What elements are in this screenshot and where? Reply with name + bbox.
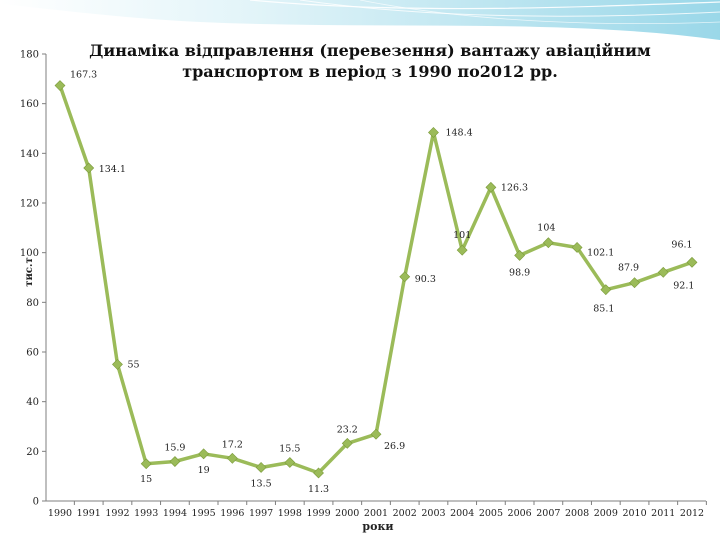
data-point-marker (255, 462, 267, 473)
data-point-marker (54, 80, 66, 91)
data-label: 23.2 (337, 424, 358, 435)
x-tick-label: 2012 (680, 508, 704, 519)
y-axis-label: тис.т (24, 257, 35, 286)
x-tick-label: 2010 (622, 508, 646, 519)
y-tick-label: 80 (26, 298, 39, 309)
data-point-marker (370, 428, 382, 440)
data-label: 96.1 (671, 239, 692, 250)
data-label: 11.3 (308, 484, 329, 495)
x-tick-label: 2011 (651, 508, 675, 519)
chart-axes (42, 53, 707, 505)
data-point-marker (428, 127, 439, 138)
data-point-marker (456, 244, 468, 256)
x-tick-label: 2008 (565, 508, 589, 519)
x-tick-label: 1994 (163, 508, 187, 519)
x-tick-label: 1993 (134, 508, 158, 519)
data-point-marker (112, 358, 123, 370)
data-labels: 167.3 134.1 55 15 15.9 19 17.2 13.5 15.5 11.3 23.2… (70, 70, 694, 495)
data-point-marker (571, 242, 583, 253)
data-label: 167.3 (70, 70, 97, 81)
data-point-marker (485, 181, 497, 193)
x-tick-label: 2004 (450, 508, 474, 519)
y-tick-label: 40 (26, 397, 39, 408)
data-label: 13.5 (251, 478, 272, 489)
x-tick-label: 1990 (48, 508, 72, 519)
x-tick-label: 1991 (77, 508, 101, 519)
x-tick-label: 2002 (393, 508, 417, 519)
data-label: 92.1 (673, 280, 694, 291)
y-tick-label: 140 (20, 149, 39, 160)
data-label: 15.9 (164, 443, 185, 454)
x-tick-label: 1998 (278, 508, 302, 519)
data-point-marker (542, 237, 554, 249)
data-label: 87.9 (618, 263, 639, 274)
x-tick-label: 1992 (105, 508, 129, 519)
data-point-marker (226, 452, 238, 464)
data-label: 134.1 (99, 164, 126, 175)
y-tick-label: 160 (20, 99, 39, 110)
data-label: 148.4 (445, 127, 472, 138)
x-tick-label: 2001 (364, 508, 388, 519)
y-tick-label: 60 (26, 348, 39, 359)
y-tick-label: 100 (20, 248, 39, 259)
x-tick-labels: 1990 1991 1992 1993 1994 1995 1996 1997 1998 1999… (48, 508, 704, 519)
x-axis-label: роки (362, 520, 393, 533)
data-point-marker (341, 437, 353, 449)
data-label: 26.9 (384, 441, 405, 452)
chart-title: Динаміка відправлення (перевезення) вант… (89, 41, 651, 81)
x-tick-label: 2006 (508, 508, 532, 519)
data-label: 15.5 (279, 444, 300, 455)
data-label: 98.9 (509, 267, 530, 278)
data-label: 55 (127, 359, 139, 370)
data-label: 126.3 (501, 182, 528, 193)
data-point-marker (514, 249, 526, 261)
y-tick-label: 180 (20, 50, 39, 61)
data-point-marker (198, 448, 210, 460)
data-point-marker (399, 271, 411, 283)
data-label: 102.1 (587, 247, 614, 258)
x-tick-label: 2007 (536, 508, 560, 519)
x-tick-label: 1999 (306, 508, 330, 519)
data-point-marker (83, 162, 95, 174)
x-tick-label: 2003 (421, 508, 445, 519)
data-point-marker (284, 457, 296, 468)
header-swoosh-decoration (0, 0, 720, 40)
x-tick-label: 1996 (220, 508, 244, 519)
x-tick-label: 2009 (594, 508, 618, 519)
data-point-marker (140, 458, 152, 470)
data-point-marker (169, 456, 181, 467)
x-tick-label: 1995 (192, 508, 216, 519)
x-tick-label: 2000 (335, 508, 359, 519)
x-tick-label: 2005 (479, 508, 503, 519)
data-label: 15 (140, 474, 152, 485)
data-point-marker (657, 266, 669, 278)
data-label: 17.2 (222, 439, 243, 450)
series-line (58, 84, 693, 475)
y-tick-labels: 0 20 40 60 80 100 120 140 160 180 (20, 50, 39, 508)
y-tick-label: 0 (33, 497, 39, 508)
data-point-marker (600, 284, 612, 296)
y-tick-label: 20 (26, 447, 39, 458)
data-label: 85.1 (593, 304, 614, 315)
data-point-marker (686, 256, 698, 268)
data-point-marker (629, 277, 640, 289)
data-label: 19 (198, 465, 210, 476)
data-point-marker (313, 467, 324, 479)
y-tick-label: 120 (20, 199, 39, 210)
data-markers (54, 80, 698, 479)
data-label: 90.3 (415, 274, 436, 285)
x-tick-label: 1997 (249, 508, 273, 519)
data-label: 104 (537, 223, 555, 234)
data-label: 101 (453, 230, 471, 241)
